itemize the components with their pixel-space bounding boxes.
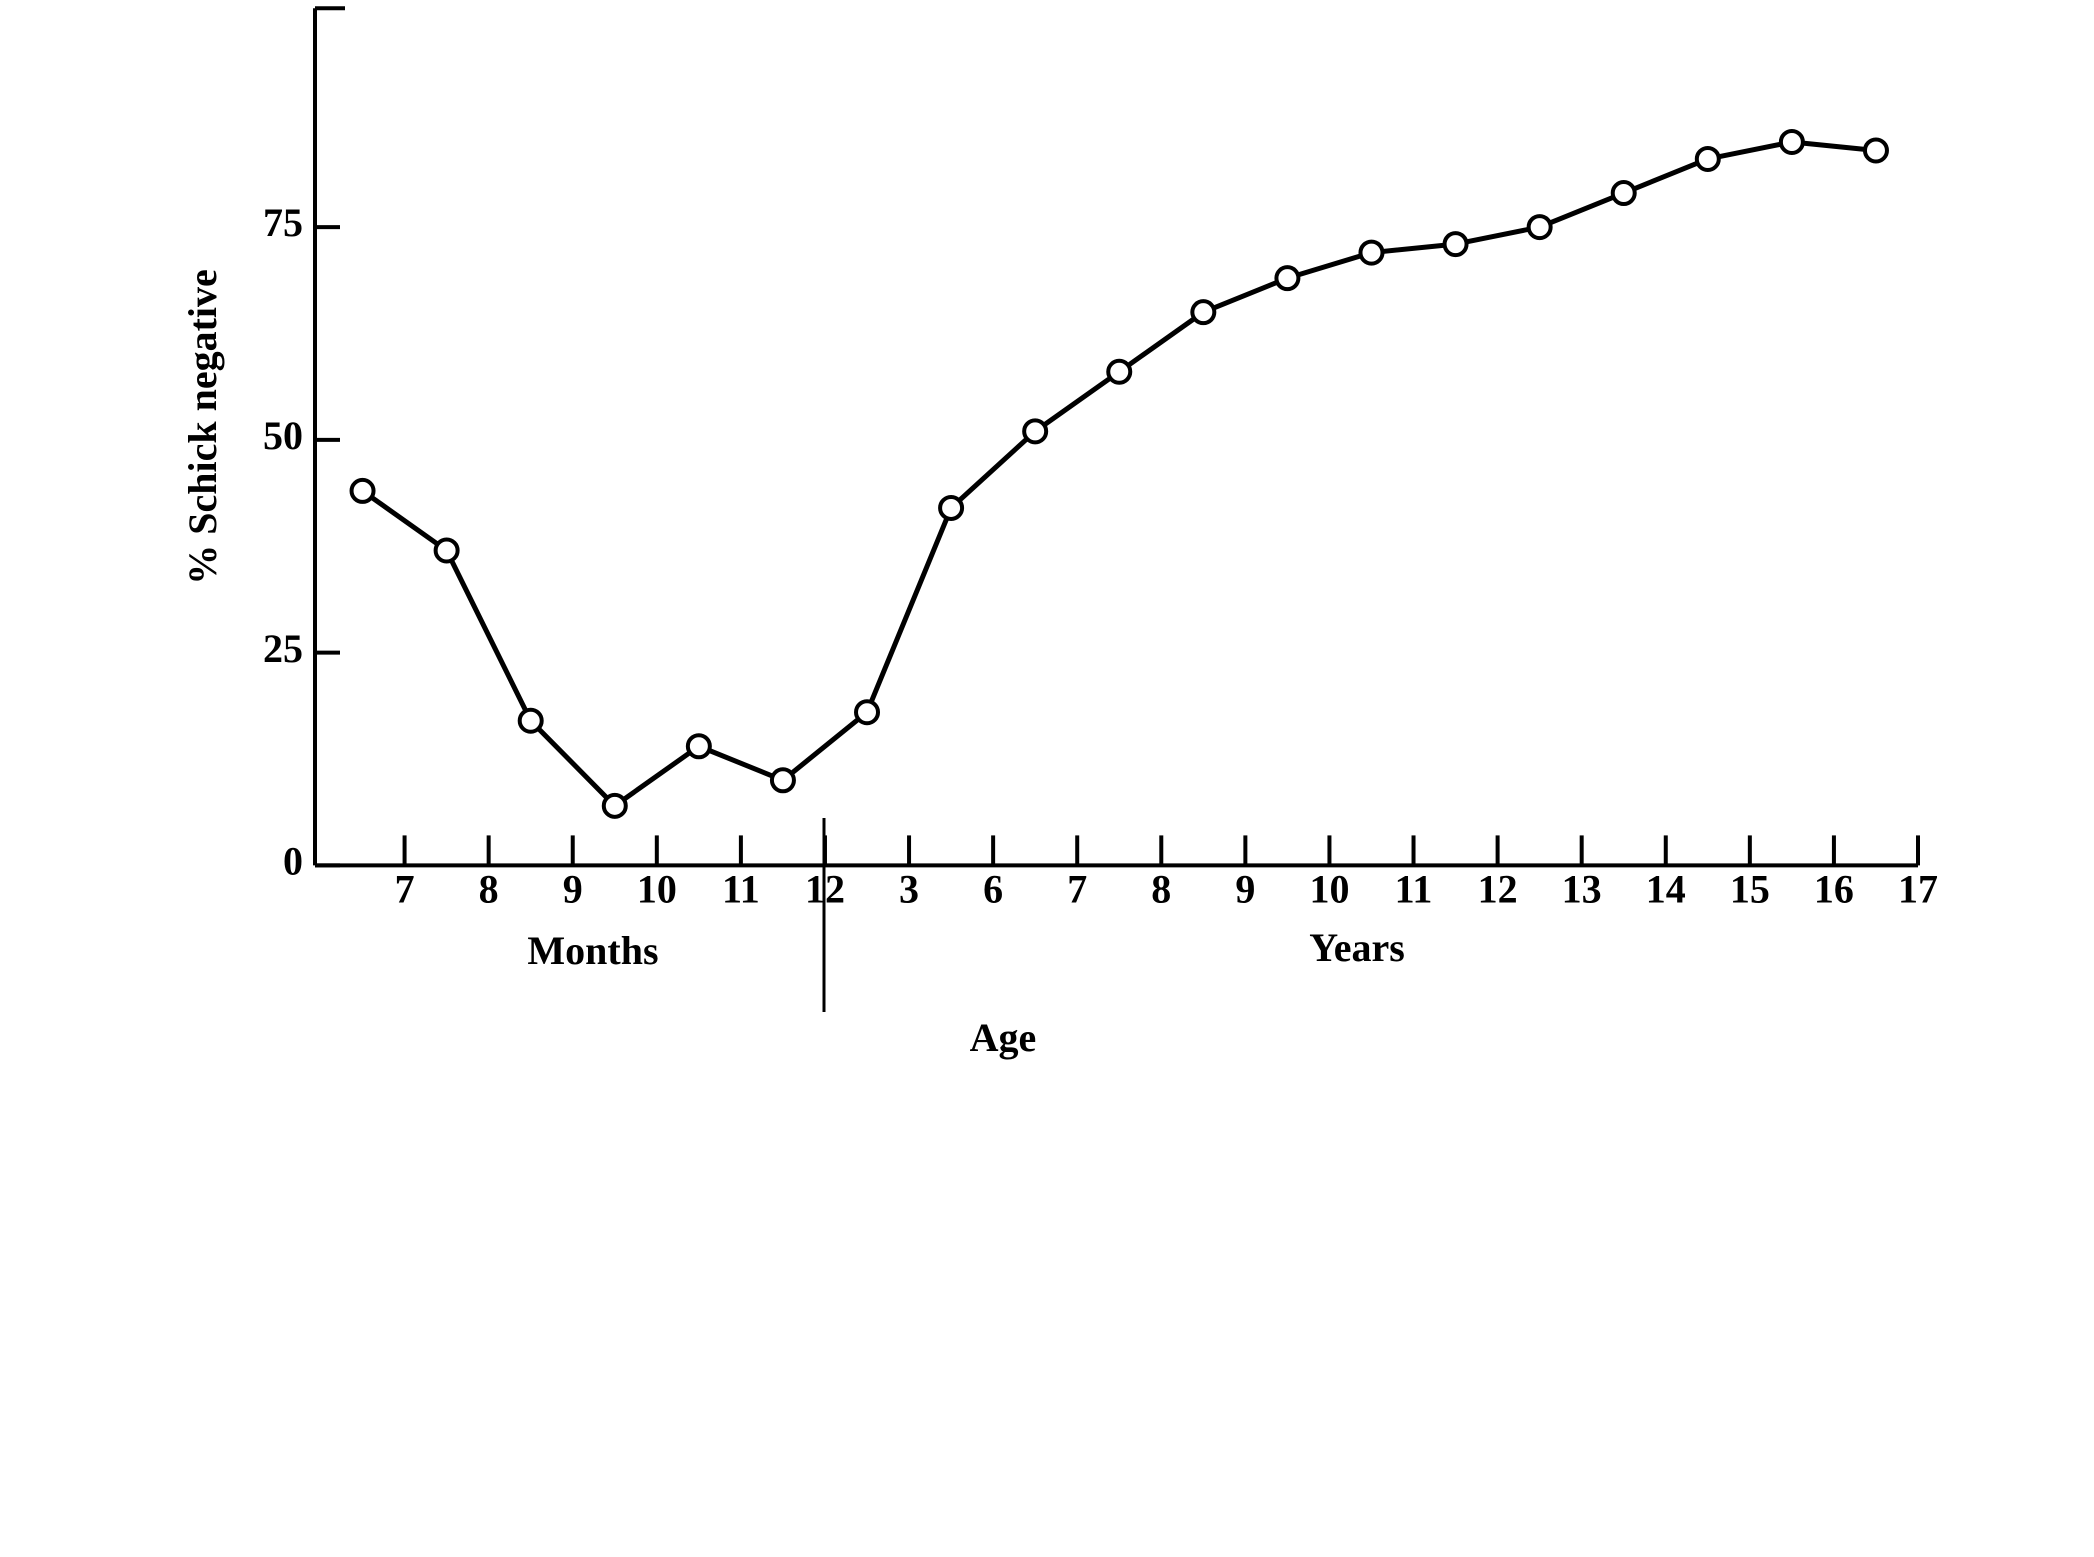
data-point [601,792,628,819]
y-tick-label: 0 [283,839,303,884]
data-point [1862,137,1889,164]
data-point [1190,299,1217,326]
data-point [854,699,881,726]
data-point [1274,265,1301,292]
data-point [1022,418,1049,445]
data-point [1106,358,1133,385]
x-tick-label: 3 [899,867,919,912]
x-tick-label: 12 [805,867,845,912]
x-tick-label: 8 [479,867,499,912]
x-tick-label: 7 [395,867,415,912]
x-tick-label: 10 [1309,867,1349,912]
x-tick-label: 15 [1730,867,1770,912]
x-tick-label: 16 [1814,867,1854,912]
x-tick-label: 11 [1395,867,1433,912]
data-point [433,537,460,564]
years-label: Years [1309,925,1405,970]
y-tick-label: 50 [263,413,303,458]
y-axis-label: % Schick negative [180,269,225,585]
data-point [769,767,796,794]
x-tick-label: 7 [1067,867,1087,912]
data-point [1358,239,1385,266]
data-point [1694,145,1721,172]
x-axis-label: Age [970,1015,1037,1060]
data-point [938,494,965,521]
data-point [349,477,376,504]
data-point [517,707,544,734]
x-tick-label: 9 [1235,867,1255,912]
x-tick-label: 9 [563,867,583,912]
data-point [1778,128,1805,155]
x-tick-label: 8 [1151,867,1171,912]
x-tick-label: 13 [1562,867,1602,912]
y-tick-label: 75 [263,200,303,245]
x-tick-label: 11 [722,867,760,912]
x-tick-label: 12 [1478,867,1518,912]
data-point [1526,214,1553,241]
y-tick-label: 25 [263,626,303,671]
data-point [685,733,712,760]
x-tick-label: 17 [1898,867,1938,912]
data-point [1442,231,1469,258]
x-tick-label: 10 [637,867,677,912]
months-label: Months [527,928,658,973]
x-tick-label: 14 [1646,867,1686,912]
data-point [1610,180,1637,207]
x-tick-label: 6 [983,867,1003,912]
